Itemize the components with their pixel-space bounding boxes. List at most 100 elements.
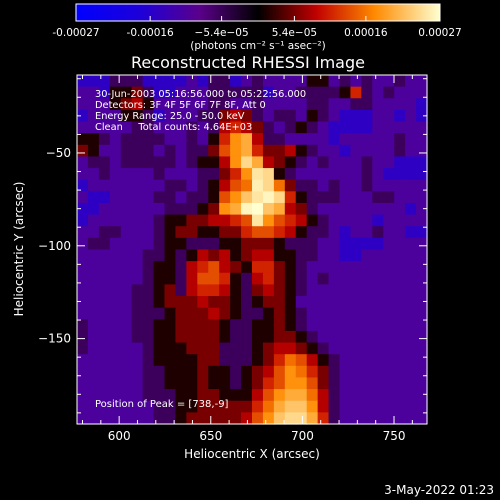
heatmap-cell (383, 133, 395, 146)
heatmap-cell (230, 261, 242, 274)
heatmap-cell (98, 121, 111, 134)
heatmap-cell (262, 226, 275, 239)
heatmap-cell (175, 330, 187, 344)
heatmap-cell (77, 121, 89, 134)
heatmap-cell (372, 109, 384, 123)
heatmap-cell (372, 342, 384, 355)
heatmap-cell (241, 226, 253, 239)
x-tick-label: 650 (199, 429, 222, 443)
annotation-block: 30-Jun-2003 05:16:56.000 to 05:22:56.000… (95, 89, 306, 133)
heatmap-cell (295, 284, 308, 297)
heatmap-cell (328, 168, 341, 181)
heatmap-cell (197, 261, 209, 274)
heatmap-cell (405, 296, 417, 309)
heatmap-cell (109, 284, 122, 297)
heatmap-cell (120, 377, 133, 390)
heatmap-cell (219, 377, 231, 390)
heatmap-cell (208, 202, 220, 216)
heatmap-cell (120, 296, 133, 309)
heatmap-cell (219, 296, 231, 309)
x-tick-label: 750 (383, 429, 406, 443)
heatmap-cell (98, 168, 111, 181)
heatmap-cell (77, 400, 89, 413)
heatmap-cell (208, 86, 220, 99)
heatmap-cell (219, 121, 231, 134)
heatmap-cell (120, 389, 133, 402)
heatmap-cell (153, 249, 166, 262)
heatmap-cell (131, 365, 144, 379)
heatmap-cell (175, 98, 187, 111)
heatmap-cell (109, 354, 122, 367)
heatmap-cell (153, 202, 166, 216)
heatmap-cell (241, 168, 253, 181)
heatmap-cell (350, 168, 362, 181)
heatmap-cell (186, 156, 198, 169)
heatmap-cell (131, 156, 144, 169)
y-axis-label: Heliocentric Y (arcsec) (12, 182, 26, 317)
heatmap-cell (186, 121, 198, 134)
heatmap-cell (131, 249, 144, 262)
heatmap-cell (262, 249, 275, 262)
heatmap-cell (306, 319, 319, 332)
heatmap-cell (87, 296, 100, 309)
heatmap-cell (350, 400, 362, 413)
heatmap-cell (361, 319, 373, 332)
heatmap-cell (175, 354, 187, 367)
heatmap-cell (219, 412, 231, 425)
heatmap-cell (241, 342, 253, 355)
heatmap-cell (273, 377, 286, 390)
heatmap-cell (241, 202, 253, 216)
heatmap-cell (175, 86, 187, 99)
heatmap-cell (87, 377, 100, 390)
heatmap-cell (120, 249, 133, 262)
heatmap-cell (339, 133, 352, 146)
heatmap-cell (317, 86, 330, 99)
heatmap-cell (339, 109, 352, 123)
heatmap-cell (77, 168, 89, 181)
heatmap-cell (252, 75, 264, 88)
heatmap-cell (230, 121, 242, 134)
heatmap-cell (197, 330, 209, 344)
heatmap-cell (361, 400, 373, 413)
heatmap-cell (405, 191, 417, 204)
heatmap-cell (295, 249, 308, 262)
heatmap-cell (273, 191, 286, 204)
heatmap-cell (77, 191, 89, 204)
heatmap-cell (383, 202, 395, 216)
heatmap-cell (175, 261, 187, 274)
heatmap-cell (295, 400, 308, 413)
heatmap-cell (284, 354, 297, 367)
heatmap-cell (416, 330, 428, 344)
heatmap-cell (77, 226, 89, 239)
heatmap-cell (230, 249, 242, 262)
heatmap-cell (219, 75, 231, 88)
heatmap-cell (383, 272, 395, 285)
heatmap-cell (241, 86, 253, 99)
heatmap-cell (295, 121, 308, 134)
heatmap-cell (230, 156, 242, 169)
heatmap-cell (372, 226, 384, 239)
heatmap-cell (383, 98, 395, 111)
heatmap-cell (208, 98, 220, 111)
heatmap-cell (175, 249, 187, 262)
heatmap-cell (164, 121, 177, 134)
heatmap-cell (175, 75, 187, 88)
heatmap-cell (416, 319, 428, 332)
heatmap-cell (350, 144, 362, 158)
heatmap-cell (87, 168, 100, 181)
heatmap-cell (77, 86, 89, 99)
heatmap-cell (252, 144, 264, 158)
heatmap-cell (383, 86, 395, 99)
heatmap-cell (416, 109, 428, 123)
heatmap-cell (186, 272, 198, 285)
heatmap-cell (153, 75, 166, 88)
heatmap-cell (120, 214, 133, 227)
heatmap-cell (252, 249, 264, 262)
heatmap-cell (142, 272, 155, 285)
heatmap-cell (186, 109, 198, 123)
heatmap-cell (77, 133, 89, 146)
heatmap-cell (416, 342, 428, 355)
heatmap-cell (383, 237, 395, 251)
heatmap-cell (405, 202, 417, 216)
heatmap-cell (219, 191, 231, 204)
